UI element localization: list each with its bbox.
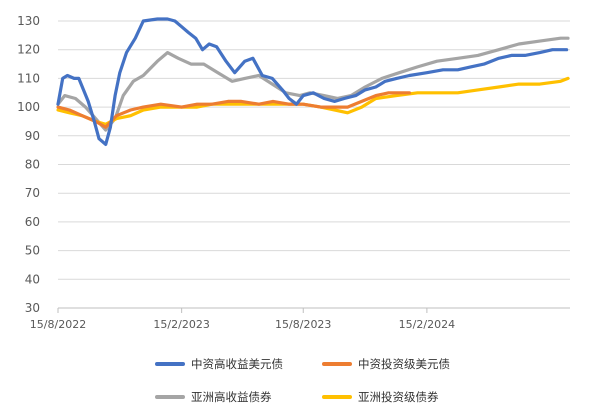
x-axis: 15/8/2022 15/2/2023 15/8/2023 15/2/2024 [30, 307, 570, 331]
y-axis-tick-labels: 30 40 50 60 70 80 90 100 110 120 130 [17, 14, 40, 315]
series-line-0 [56, 17, 569, 146]
y-tick-label: 50 [25, 244, 40, 258]
series-lines [56, 17, 570, 146]
series-line-2 [56, 36, 570, 132]
x-tick-label: 15/8/2023 [275, 318, 331, 331]
y-tick-label: 30 [25, 301, 40, 315]
y-tick-label: 130 [17, 14, 40, 28]
x-tick-label: 15/8/2022 [30, 318, 86, 331]
y-tick-label: 70 [25, 186, 40, 200]
series-line-3 [56, 76, 570, 126]
x-tick-label: 15/2/2024 [399, 318, 455, 331]
y-tick-label: 40 [25, 272, 40, 286]
y-tick-label: 90 [25, 129, 40, 143]
y-tick-label: 80 [25, 158, 40, 172]
y-tick-label: 60 [25, 215, 40, 229]
y-tick-label: 120 [17, 43, 40, 57]
x-tick-label: 15/2/2023 [153, 318, 209, 331]
y-tick-label: 110 [17, 71, 40, 85]
series-line-1 [56, 91, 411, 129]
y-tick-label: 100 [17, 100, 40, 114]
